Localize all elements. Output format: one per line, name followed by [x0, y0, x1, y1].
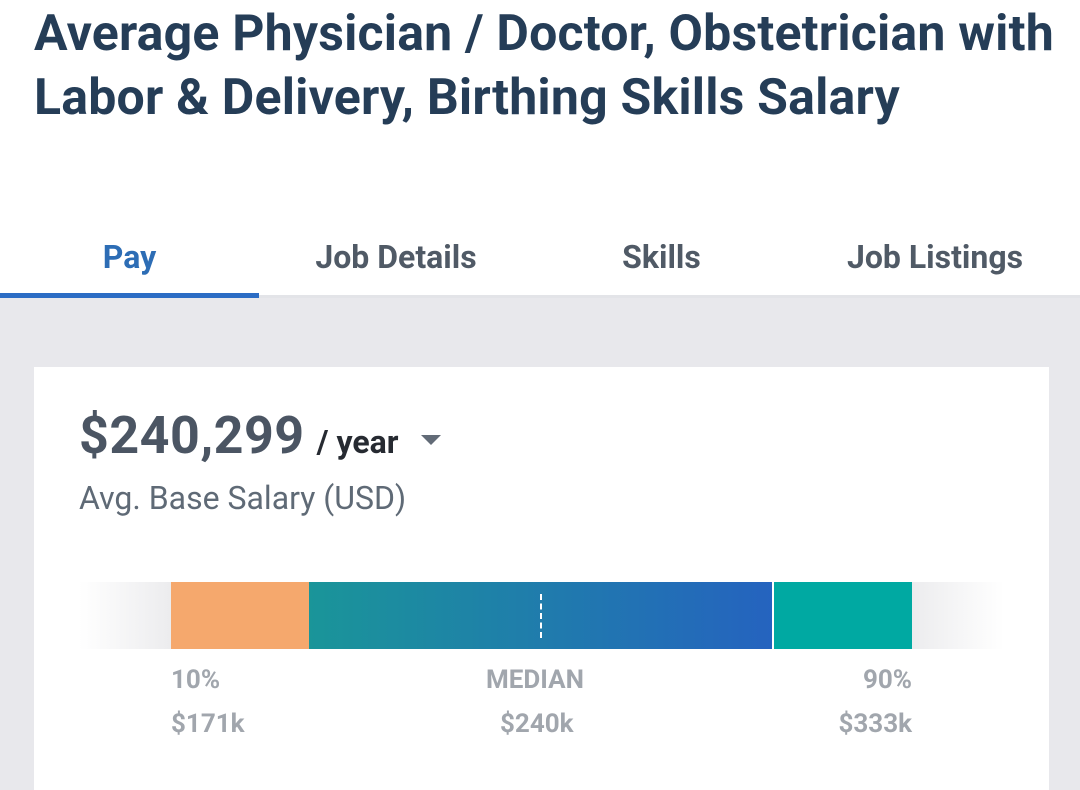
- tab-pay[interactable]: Pay: [102, 237, 157, 276]
- salary-card: $240,299 / year Avg. Base Salary (USD) 1…: [34, 367, 1049, 790]
- caret-down-icon[interactable]: [420, 435, 441, 445]
- active-tab-indicator: [0, 293, 259, 298]
- median-label: MEDIAN: [486, 665, 584, 695]
- tab-skills[interactable]: Skills: [622, 237, 701, 276]
- range-segment-high: [774, 582, 912, 649]
- median-value: $240k: [500, 709, 574, 739]
- median-marker: [540, 594, 542, 638]
- salary-amount: $240,299: [79, 405, 305, 466]
- page-title: Average Physician / Doctor, Obstetrician…: [34, 5, 1054, 127]
- tab-job-listings[interactable]: Job Listings: [846, 237, 1024, 276]
- high-percentile-label: 90%: [862, 665, 912, 695]
- low-percentile-label: 10%: [171, 665, 221, 695]
- salary-range-bar: [79, 582, 1004, 649]
- pay-period-selector[interactable]: / year: [316, 423, 399, 461]
- high-percentile-value: $333k: [838, 709, 912, 739]
- salary-caption: Avg. Base Salary (USD): [79, 479, 407, 517]
- low-percentile-value: $171k: [171, 709, 245, 739]
- salary-row: $240,299 / year: [79, 405, 441, 475]
- tab-job-details[interactable]: Job Details: [315, 237, 477, 276]
- range-fade-right: [912, 582, 1004, 649]
- range-segment-low: [171, 582, 309, 649]
- range-fade-left: [79, 582, 171, 649]
- tab-bar: Pay Job Details Skills Job Listings: [0, 218, 1080, 298]
